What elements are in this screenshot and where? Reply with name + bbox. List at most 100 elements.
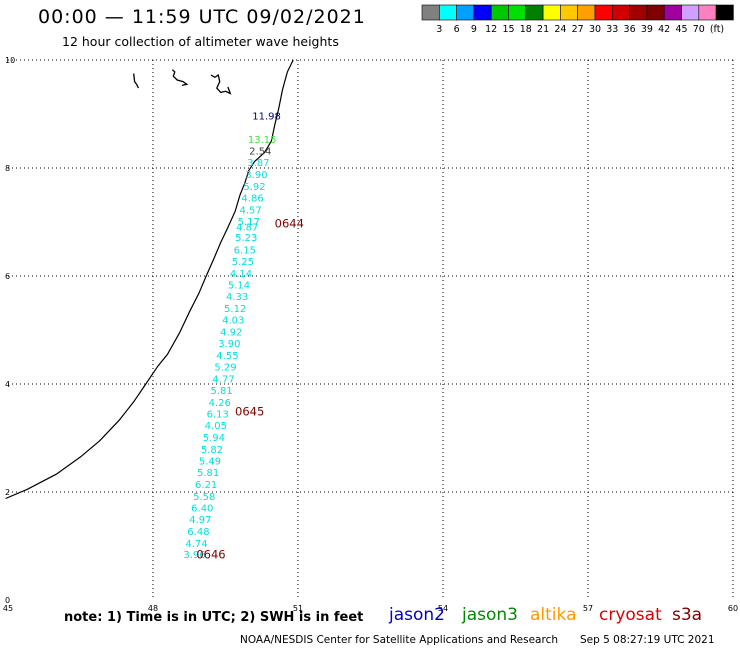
x-tick-label: 45 — [3, 604, 13, 613]
wave-height-label: 5.29 — [214, 363, 236, 374]
wave-height-label: 4.86 — [241, 194, 263, 205]
colorbar-label: 3 — [436, 24, 442, 35]
colorbar-swatch-12 — [629, 4, 648, 21]
x-tick-label: 54 — [438, 604, 448, 613]
page-subtitle: 12 hour collection of altimeter wave hei… — [62, 34, 339, 49]
wave-height-label: 2.54 — [249, 147, 271, 158]
wave-height-label: 5.49 — [199, 457, 221, 468]
colorbar-swatch-1 — [438, 4, 457, 21]
wave-height-label: 3.96 — [183, 550, 205, 561]
wave-height-label: 4.55 — [216, 351, 238, 362]
colorbar-legend: 3 6 9 12 15 18 21 24 27 30 33 36 39 42 45 70 (ft) — [421, 4, 734, 35]
colorbar-label: 27 — [572, 24, 584, 35]
colorbar-swatch-14 — [663, 4, 682, 21]
colorbar-swatch-9 — [577, 4, 596, 21]
colorbar-label: 15 — [502, 24, 514, 35]
colorbar-label: 6 — [454, 24, 460, 35]
page-title: 00:00 — 11:59 UTC 09/02/2021 — [38, 6, 366, 28]
wave-height-label: 4.74 — [185, 539, 207, 550]
colorbar-swatch-13 — [646, 4, 665, 21]
wave-height-label: 5.14 — [228, 281, 250, 292]
y-tick-label: 10 — [5, 56, 15, 65]
colorbar-swatch-0 — [421, 4, 440, 21]
colorbar-swatch-4 — [490, 4, 509, 21]
y-tick-label: 8 — [5, 164, 10, 173]
colorbar-label: 36 — [624, 24, 636, 35]
wave-height-label: 5.17 — [238, 217, 260, 228]
wave-height-points: 11.9813.152.543.873.905.924.864.575.174.… — [183, 112, 304, 562]
generated-timestamp: Sep 5 08:27:19 UTC 2021 — [580, 634, 715, 646]
colorbar-label: 12 — [485, 24, 497, 35]
time-label: 0645 — [235, 405, 264, 419]
wave-height-label: 6.40 — [191, 504, 213, 515]
island-outline — [171, 69, 189, 87]
island-outline — [210, 74, 232, 95]
colorbar-swatch-16 — [698, 4, 717, 21]
colorbar-swatch-2 — [456, 4, 475, 21]
colorbar-label: 9 — [471, 24, 477, 35]
colorbar-unit: (ft) — [710, 24, 724, 35]
colorbar-label: 24 — [554, 24, 566, 35]
wave-height-label: 5.25 — [232, 257, 254, 268]
colorbar-swatch-7 — [542, 4, 561, 21]
x-tick-label: 48 — [148, 604, 158, 613]
y-tick-label: 6 — [5, 272, 10, 281]
island-outline — [133, 73, 140, 89]
colorbar-label: 42 — [658, 24, 670, 35]
sat-legend-cryosat: cryosat — [599, 605, 662, 625]
wave-height-label: 5.81 — [211, 386, 233, 397]
colorbar-label: 39 — [641, 24, 653, 35]
wave-height-label: 5.58 — [193, 492, 215, 503]
wave-height-label: 3.87 — [247, 158, 269, 169]
axis-ticks: 45 48 51 54 57 60 0 2 4 6 8 10 — [3, 56, 738, 613]
chart-grid — [8, 59, 734, 600]
colorbar-swatch-10 — [594, 4, 613, 21]
wave-height-label: 4.77 — [212, 375, 234, 386]
y-tick-label: 0 — [5, 596, 10, 605]
sat-legend-s3a: s3a — [672, 605, 703, 625]
colorbar-swatch-15 — [681, 4, 700, 21]
time-label: 0646 — [196, 548, 225, 562]
x-tick-label: 57 — [583, 604, 593, 613]
footer-note: note: 1) Time is in UTC; 2) SWH is in fe… — [64, 610, 364, 625]
colorbar-swatch-6 — [525, 4, 544, 21]
x-tick-label: 60 — [728, 604, 738, 613]
wave-height-label: 4.14 — [230, 269, 252, 280]
wave-height-label: 3.90 — [218, 339, 240, 350]
y-tick-label: 2 — [5, 488, 10, 497]
sat-legend-jason3: jason3 — [462, 605, 518, 625]
wave-height-label: 5.94 — [203, 433, 225, 444]
wave-height-label: 5.12 — [224, 304, 246, 315]
wave-height-label: 11.98 — [252, 112, 281, 123]
coastline — [5, 59, 294, 500]
wave-height-label: 4.03 — [222, 316, 244, 327]
y-tick-label: 4 — [5, 380, 10, 389]
wave-height-label: 5.23 — [235, 233, 257, 244]
coastline-line — [5, 59, 294, 500]
wave-height-label: 4.33 — [226, 292, 248, 303]
colorbar-label: 45 — [675, 24, 687, 35]
wave-height-label: 4.26 — [209, 398, 231, 409]
wave-height-label: 6.48 — [187, 527, 209, 538]
wave-height-label: 13.15 — [248, 135, 277, 146]
colorbar-swatch-5 — [508, 4, 527, 21]
credit-text: NOAA/NESDIS Center for Satellite Applica… — [240, 634, 558, 646]
colorbar-label: 30 — [589, 24, 601, 35]
sat-legend-altika: altika — [530, 605, 577, 625]
wave-height-label: 3.90 — [245, 170, 267, 181]
wave-height-label: 5.92 — [243, 182, 265, 193]
wave-height-label: 6.21 — [195, 480, 217, 491]
x-tick-label: 51 — [293, 604, 303, 613]
wave-height-label: 6.13 — [207, 410, 229, 421]
wave-height-label: 5.82 — [201, 445, 223, 456]
wave-height-label: 4.92 — [220, 328, 242, 339]
sat-legend-jason2: jason2 — [389, 605, 445, 625]
colorbar-swatch-11 — [611, 4, 630, 21]
colorbar-label: 18 — [520, 24, 532, 35]
colorbar-label: 70 — [693, 24, 705, 35]
colorbar-swatch-3 — [473, 4, 492, 21]
time-label: 0644 — [275, 217, 304, 231]
wave-height-label: 4.97 — [189, 515, 211, 526]
wave-height-label: 4.57 — [240, 206, 262, 217]
